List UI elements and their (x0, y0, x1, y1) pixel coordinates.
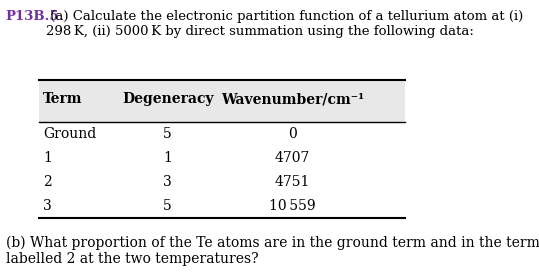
Text: 5: 5 (163, 127, 172, 141)
Text: (a) Calculate the electronic partition function of a tellurium atom at (i)
298 K: (a) Calculate the electronic partition f… (46, 10, 523, 38)
Text: 10 559: 10 559 (269, 199, 316, 213)
Text: Wavenumber/cm⁻¹: Wavenumber/cm⁻¹ (221, 93, 364, 106)
Text: P13B.5: P13B.5 (5, 10, 59, 23)
Text: 0: 0 (288, 127, 297, 141)
Text: 3: 3 (43, 199, 52, 213)
Text: 4707: 4707 (275, 151, 310, 165)
Text: 1: 1 (163, 151, 172, 165)
Text: 2: 2 (43, 175, 52, 189)
Text: (b) What proportion of the Te atoms are in the ground term and in the term
label: (b) What proportion of the Te atoms are … (5, 236, 539, 266)
Text: Degeneracy: Degeneracy (122, 93, 213, 106)
Text: Ground: Ground (43, 127, 96, 141)
Text: 4751: 4751 (275, 175, 310, 189)
Text: 3: 3 (163, 175, 172, 189)
Text: 1: 1 (43, 151, 52, 165)
Bar (39, 79, 405, 122)
Text: Term: Term (43, 93, 82, 106)
Text: 5: 5 (163, 199, 172, 213)
